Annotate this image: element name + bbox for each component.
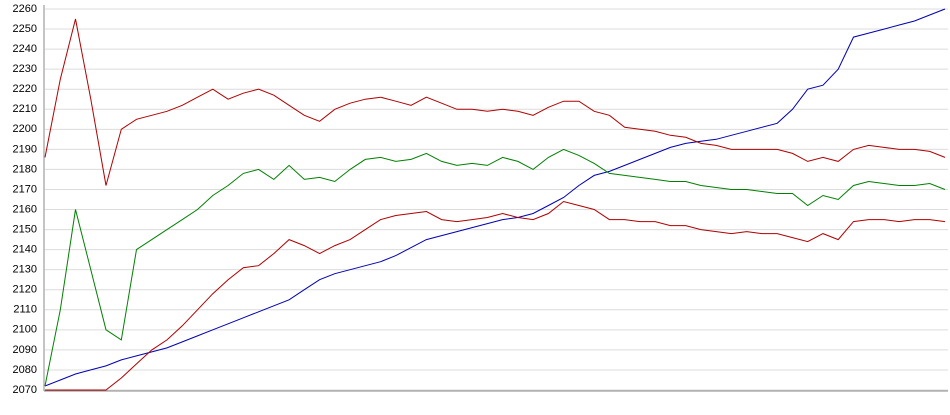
- y-tick-label: 2200: [13, 123, 37, 135]
- series-line: [44, 18, 946, 186]
- y-tick-label: 2110: [13, 304, 37, 316]
- y-tick-label: 2070: [13, 384, 37, 396]
- y-tick-label: 2080: [13, 364, 37, 376]
- y-tick-label: 2250: [13, 23, 37, 35]
- y-tick-label: 2130: [13, 264, 37, 276]
- series-line: [44, 148, 946, 387]
- series-line: [45, 200, 946, 391]
- y-tick-label: 2140: [13, 244, 37, 256]
- y-tick-label: 2210: [13, 103, 37, 115]
- y-tick-label: 2220: [13, 83, 37, 95]
- y-tick-label: 2120: [13, 284, 37, 296]
- y-tick-label: 2230: [13, 63, 37, 75]
- y-tick-label: 2150: [13, 223, 37, 235]
- y-tick-label: 2180: [13, 163, 37, 175]
- series-line: [44, 8, 946, 387]
- y-tick-label: 2160: [13, 203, 37, 215]
- y-tick-label: 2240: [13, 43, 37, 55]
- y-tick-label: 2190: [13, 143, 37, 155]
- y-tick-label: 2090: [13, 344, 37, 356]
- y-tick-label: 2260: [13, 3, 37, 15]
- y-tick-label: 2170: [13, 183, 37, 195]
- y-tick-label: 2100: [13, 324, 37, 336]
